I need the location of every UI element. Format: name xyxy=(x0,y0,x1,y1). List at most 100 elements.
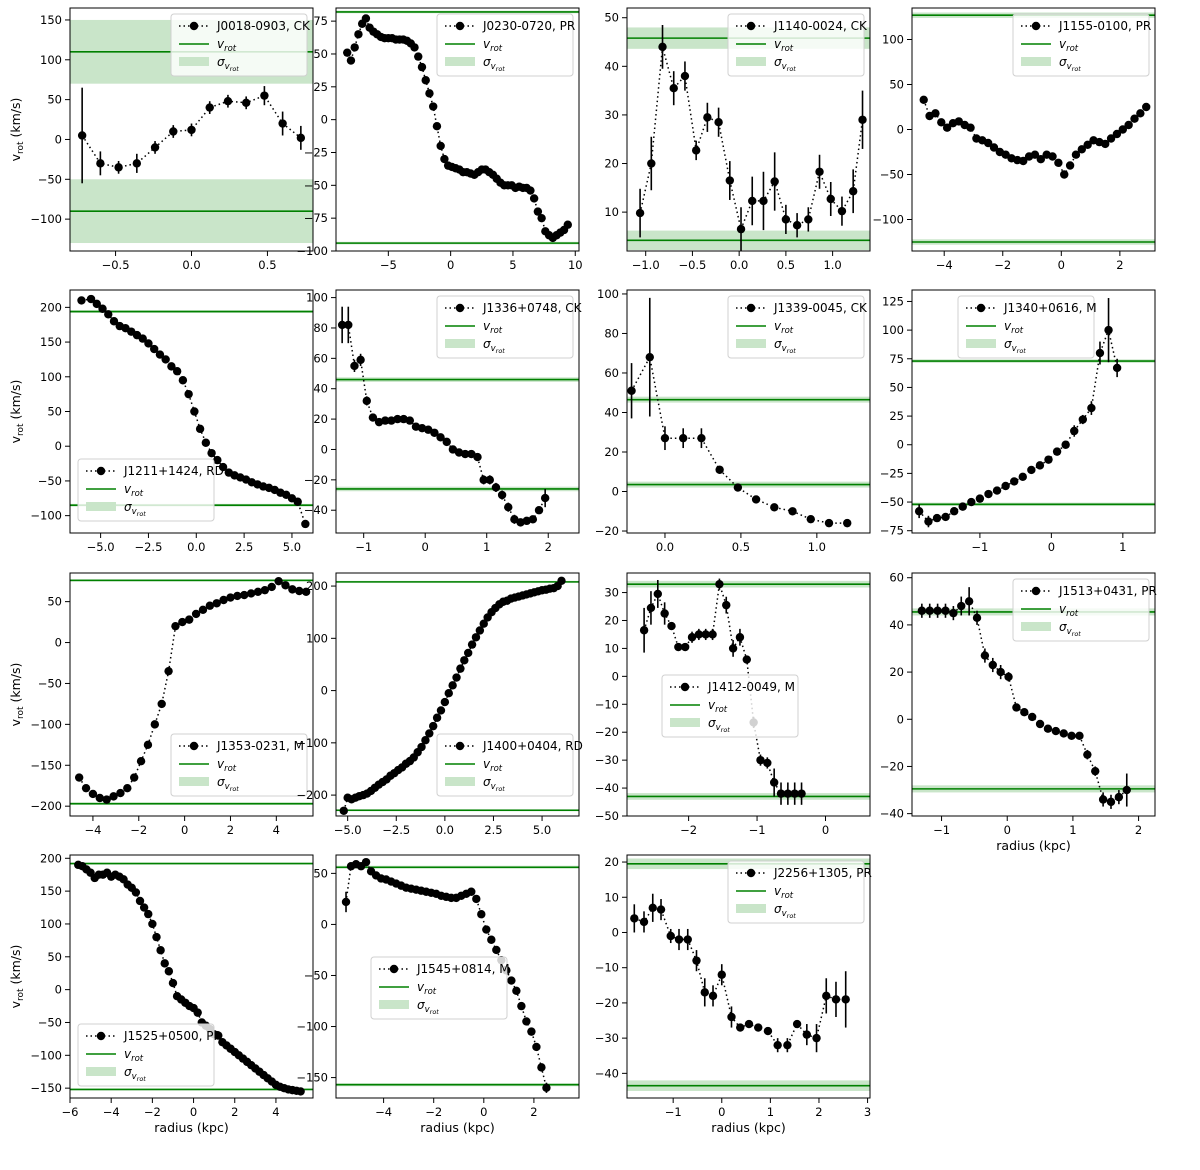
legend-vrot-label: vrot xyxy=(217,37,237,54)
y-tick-label: 0 xyxy=(612,925,619,939)
data-point xyxy=(751,495,761,504)
x-axis-label: radius (kpc) xyxy=(154,1120,228,1135)
data-point xyxy=(1083,750,1092,759)
plot-area xyxy=(627,578,870,805)
data-point xyxy=(253,587,263,597)
data-point xyxy=(806,514,815,524)
legend-point-marker xyxy=(680,682,690,692)
data-point xyxy=(691,146,701,155)
legend-sigma-patch xyxy=(736,339,766,348)
data-point xyxy=(1118,125,1127,134)
data-point xyxy=(972,613,982,623)
data-point xyxy=(783,1040,792,1050)
data-point xyxy=(1027,465,1036,475)
y-tick-label: −40 xyxy=(880,807,904,821)
legend-sigma-label: σvrot xyxy=(483,775,505,793)
data-point xyxy=(240,590,249,600)
legend-vrot-label: vrot xyxy=(483,37,503,54)
subplot-5: −5.0 −2.5 0.0 2.5 5.0 −100 −50 0 50 100 150 200 vrot… xyxy=(8,289,314,554)
data-point xyxy=(735,633,745,642)
plot-area xyxy=(336,576,579,815)
data-point xyxy=(456,664,465,673)
plot-area xyxy=(336,306,579,527)
data-point xyxy=(339,806,348,815)
data-point xyxy=(167,362,176,371)
data-point xyxy=(350,43,359,52)
data-point xyxy=(405,416,415,425)
subplot-12: −1 0 1 2 −40 −20 0 20 40 60 radius (kpc) J1513+0431… xyxy=(880,571,1157,853)
y-tick-label: −30 xyxy=(595,1031,619,1045)
data-point xyxy=(1142,102,1151,112)
legend-title: J1353-0231, M xyxy=(216,739,304,753)
data-point xyxy=(843,518,852,528)
y-tick-label: 40 xyxy=(604,405,619,419)
data-point xyxy=(152,932,161,942)
legend-sigma-label: σvrot xyxy=(774,902,796,920)
data-point xyxy=(190,407,199,416)
y-tick-label: −40 xyxy=(304,503,328,517)
rotation-curve xyxy=(639,46,864,232)
data-point xyxy=(725,176,735,185)
data-point xyxy=(526,186,535,195)
data-point xyxy=(996,667,1005,677)
data-point xyxy=(533,207,543,216)
x-tick-label: 2.5 xyxy=(235,540,253,554)
data-point xyxy=(773,1040,782,1050)
y-axis-label: vrot (km/s) xyxy=(8,380,26,444)
legend-sigma-label: σvrot xyxy=(217,55,239,73)
y-tick-label: 60 xyxy=(889,571,904,585)
data-point xyxy=(148,919,157,929)
data-point xyxy=(1019,156,1028,166)
data-point xyxy=(1083,140,1092,149)
data-point xyxy=(1071,150,1081,159)
x-tick-label: 5 xyxy=(509,258,516,272)
data-point xyxy=(144,339,153,348)
x-tick-label: −6 xyxy=(62,1105,79,1119)
y-tick-label: 50 xyxy=(47,405,62,419)
data-point xyxy=(368,413,378,422)
data-point xyxy=(694,630,704,639)
y-tick-label: 25 xyxy=(313,80,328,94)
data-point xyxy=(529,194,539,203)
data-point xyxy=(479,475,488,485)
data-point xyxy=(81,783,91,793)
data-point xyxy=(354,30,363,39)
data-point xyxy=(931,109,940,118)
data-point xyxy=(1078,415,1088,424)
data-point xyxy=(715,579,724,589)
data-point xyxy=(1059,729,1068,738)
y-tick-label: 100 xyxy=(40,370,62,384)
data-point xyxy=(748,196,757,206)
data-point xyxy=(727,1012,736,1022)
data-point xyxy=(1043,724,1053,733)
data-point xyxy=(178,376,188,385)
data-point xyxy=(635,208,645,218)
data-point xyxy=(109,317,119,326)
legend-sigma-patch xyxy=(1021,622,1051,631)
y-tick-label: 100 xyxy=(306,631,328,645)
data-point xyxy=(980,651,990,660)
data-point xyxy=(343,48,352,57)
data-point xyxy=(680,71,690,81)
data-point xyxy=(246,589,256,598)
y-tick-label: 0 xyxy=(321,684,328,698)
data-point xyxy=(135,896,145,906)
data-point xyxy=(790,789,799,798)
data-point xyxy=(983,138,993,148)
data-point xyxy=(129,773,139,782)
data-point xyxy=(1104,325,1113,335)
data-point xyxy=(992,486,1002,495)
x-tick-label: −2 xyxy=(425,1105,442,1119)
data-point xyxy=(988,660,997,670)
x-tick-label: 4 xyxy=(273,823,280,837)
y-tick-label: −100 xyxy=(296,244,328,258)
y-tick-label: 80 xyxy=(313,321,328,335)
legend-point-marker xyxy=(455,21,465,31)
data-point xyxy=(728,644,738,653)
data-point xyxy=(941,512,950,522)
y-tick-label: 20 xyxy=(604,445,619,459)
y-tick-label: −20 xyxy=(595,996,619,1010)
data-point xyxy=(1004,672,1013,682)
legend-vrot-label: vrot xyxy=(774,884,794,901)
